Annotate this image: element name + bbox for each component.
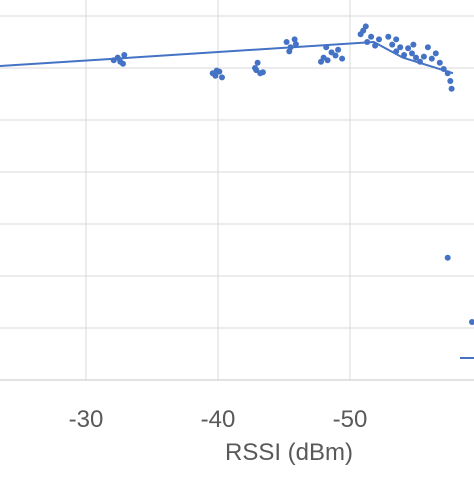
- data-point: [428, 55, 435, 62]
- data-point: [444, 254, 451, 261]
- data-point: [447, 78, 454, 84]
- data-point: [286, 48, 293, 55]
- data-point: [324, 57, 331, 64]
- data-point: [389, 41, 396, 48]
- data-point: [212, 72, 219, 79]
- data-point: [213, 67, 220, 74]
- data-point: [259, 69, 266, 76]
- x-tick-label: -40: [201, 406, 236, 433]
- data-point: [448, 85, 455, 92]
- legend-fragment: [460, 319, 474, 359]
- data-point: [283, 39, 290, 45]
- x-axis-title: RSSI (dBm): [225, 439, 353, 466]
- data-point: [420, 53, 427, 60]
- data-series: [0, 23, 455, 261]
- data-point: [121, 52, 128, 58]
- trendline: [0, 40, 454, 75]
- data-point: [368, 33, 375, 40]
- data-point: [376, 36, 382, 43]
- x-tick-label: -50: [333, 406, 368, 433]
- data-point: [332, 52, 339, 59]
- data-point: [410, 41, 417, 48]
- data-point: [385, 33, 392, 40]
- data-point: [339, 55, 346, 62]
- data-point: [335, 46, 342, 53]
- data-point: [409, 50, 415, 57]
- x-tick-label: -30: [69, 406, 104, 433]
- data-point: [424, 44, 431, 51]
- x-tick-labels: -30 -40 -50: [69, 406, 368, 433]
- data-point: [436, 59, 443, 66]
- data-point: [117, 58, 124, 65]
- data-point: [362, 23, 369, 30]
- data-point: [219, 74, 225, 81]
- data-point: [413, 54, 419, 61]
- legend-marker: [469, 319, 474, 325]
- data-point: [291, 36, 298, 43]
- data-point: [254, 59, 261, 66]
- data-point: [253, 67, 260, 74]
- gridlines: [0, 0, 474, 381]
- data-point: [397, 44, 404, 51]
- data-point: [393, 36, 400, 43]
- data-point: [292, 41, 299, 48]
- data-point: [405, 45, 412, 52]
- data-point: [432, 50, 439, 57]
